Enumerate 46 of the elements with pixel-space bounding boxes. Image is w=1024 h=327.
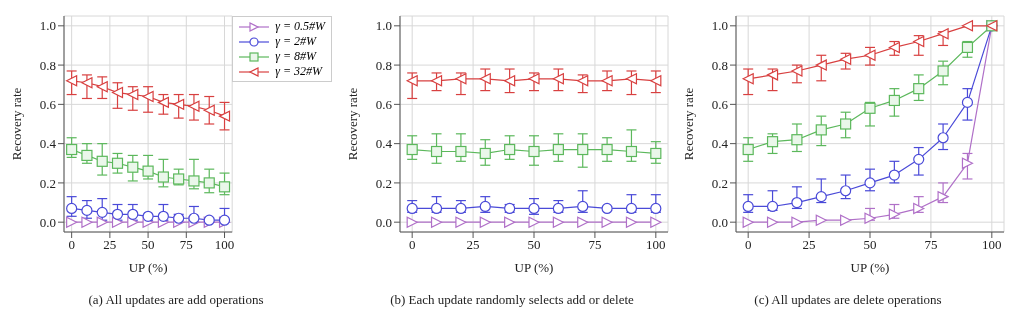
text: (b) Each update randomly selects add or delete (390, 292, 634, 308)
y-tick-label: 0.6 (711, 96, 729, 112)
y-tick-label: 0.8 (375, 57, 392, 73)
x-tick-label: 0 (68, 237, 75, 253)
x-tick-label: 75 (179, 237, 193, 253)
y-tick-label: 0.6 (375, 96, 393, 112)
y-tick-label: 0.8 (39, 57, 56, 73)
x-tick-label: 0 (744, 237, 752, 253)
x-tick-label: 50 (863, 237, 877, 253)
y-tick-label: 1.0 (711, 18, 728, 34)
x-tick-label: 75 (924, 237, 938, 253)
x-tick-label: 0 (408, 237, 416, 253)
y-tick-label: 0.0 (39, 214, 56, 230)
y-axis-title: Recovery rate (680, 87, 696, 161)
x-tick-label: 100 (982, 237, 1002, 253)
x-axis-title: UP (%) (128, 260, 168, 275)
x-axis-title: UP (%) (850, 260, 890, 275)
y-tick-label: 0.2 (375, 175, 392, 191)
text: (c) All updates are delete operations (754, 292, 942, 308)
legend-label: γ = 2#W (275, 34, 316, 49)
legend-label: γ = 32#W (275, 64, 322, 79)
x-tick-label: 25 (802, 237, 816, 253)
y-tick-label: 0.4 (39, 136, 57, 152)
x-tick-label: 25 (103, 237, 117, 253)
text: (a) All updates are add operations (88, 292, 264, 308)
x-tick-label: 100 (646, 237, 666, 253)
y-tick-label: 0.2 (39, 175, 56, 191)
x-tick-label: 50 (141, 237, 155, 253)
y-axis-title: Recovery rate (8, 87, 24, 161)
legend-label: γ = 8#W (275, 49, 316, 64)
legend-label: γ = 0.5#W (275, 19, 325, 34)
x-tick-label: 75 (588, 237, 602, 253)
x-axis-title: UP (%) (514, 260, 554, 275)
y-tick-label: 0.4 (711, 136, 729, 152)
y-tick-label: 0.8 (711, 57, 728, 73)
x-tick-label: 100 (214, 237, 235, 253)
y-tick-label: 0.4 (375, 136, 393, 152)
x-tick-label: 25 (466, 237, 480, 253)
y-tick-label: 0.0 (375, 214, 392, 230)
y-tick-label: 0.6 (39, 96, 57, 112)
y-tick-label: 0.0 (711, 214, 728, 230)
y-tick-label: 1.0 (375, 18, 392, 34)
y-tick-label: 1.0 (39, 18, 56, 34)
y-tick-label: 0.2 (711, 175, 728, 191)
y-axis-title: Recovery rate (344, 87, 360, 161)
x-tick-label: 50 (527, 237, 541, 253)
